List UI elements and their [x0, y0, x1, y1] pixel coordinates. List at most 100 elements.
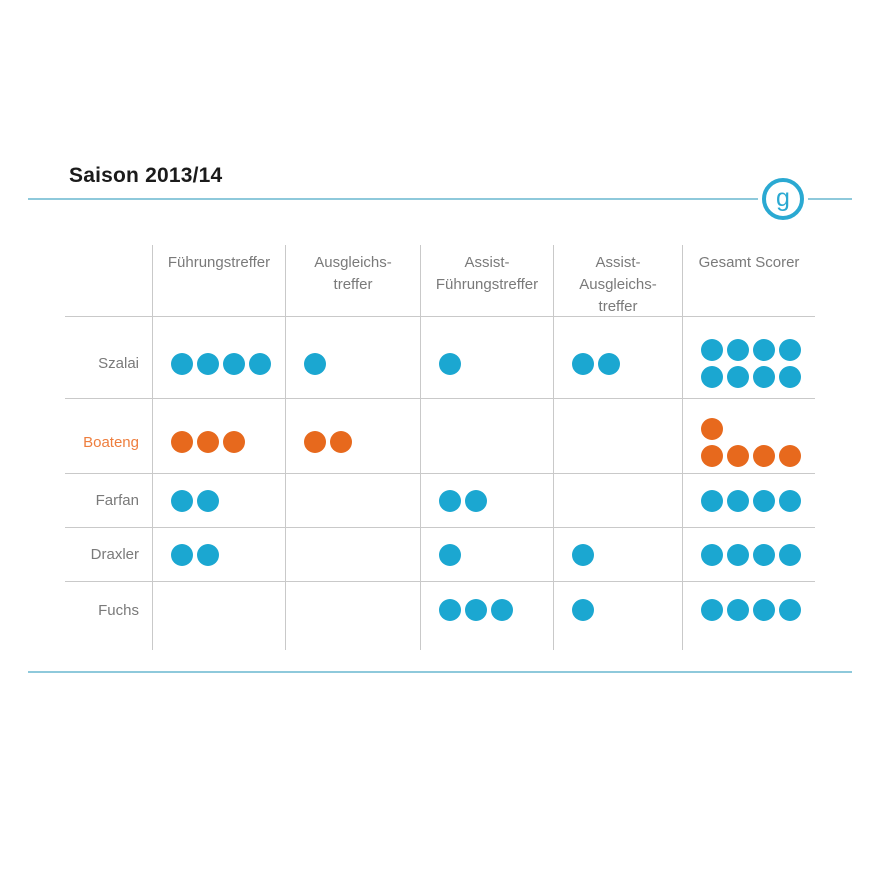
- dot-row: [171, 489, 219, 512]
- player-label: Boateng: [65, 398, 152, 473]
- dot-cell: [553, 316, 682, 398]
- blue-dot: [439, 599, 461, 621]
- dot-row: [701, 417, 723, 440]
- dot-row: [701, 444, 801, 467]
- page-title: Saison 2013/14: [69, 164, 223, 187]
- dot-row: [439, 599, 513, 621]
- dot-cell: [682, 398, 815, 473]
- column-header-gesamt-scorer: Gesamt Scorer: [682, 245, 815, 316]
- blue-dot: [753, 543, 775, 566]
- orange-dot: [753, 444, 775, 467]
- blue-dot: [171, 352, 193, 375]
- corner-cell: [65, 245, 152, 316]
- dot-row: [304, 352, 326, 375]
- blue-dot: [439, 352, 461, 375]
- dot-cell: [553, 473, 682, 527]
- orange-dot: [330, 431, 352, 453]
- dot-row: [171, 431, 245, 453]
- dot-cell: [553, 398, 682, 473]
- blue-dot: [439, 543, 461, 566]
- blue-dot: [572, 352, 594, 375]
- blue-dot: [701, 366, 723, 388]
- blue-dot: [779, 366, 801, 388]
- blue-dot: [439, 489, 461, 512]
- blue-dot: [572, 543, 594, 566]
- blue-dot: [779, 339, 801, 361]
- top-divider-line: [28, 198, 852, 200]
- blue-dot: [598, 352, 620, 375]
- blue-dot: [197, 489, 219, 512]
- dot-cell: [682, 581, 815, 650]
- dot-row: [572, 352, 620, 375]
- blue-dot: [753, 339, 775, 361]
- blue-dot: [779, 489, 801, 512]
- blue-dot: [701, 599, 723, 621]
- blue-dot: [465, 599, 487, 621]
- blue-dot: [701, 489, 723, 512]
- orange-dot: [197, 431, 219, 453]
- dot-row: [701, 489, 801, 512]
- dot-cell: [285, 398, 420, 473]
- dot-row: [701, 599, 801, 621]
- dot-row: [171, 543, 219, 566]
- blue-dot: [753, 599, 775, 621]
- dot-row: [439, 352, 461, 375]
- dot-cell: [285, 581, 420, 650]
- dot-cell: [285, 316, 420, 398]
- dot-row: [304, 431, 352, 453]
- dot-row: [701, 366, 801, 388]
- blue-dot: [249, 352, 271, 375]
- dot-cell: [285, 527, 420, 581]
- orange-dot: [304, 431, 326, 453]
- dot-cell: [682, 473, 815, 527]
- dot-row: [572, 543, 594, 566]
- blue-dot: [727, 366, 749, 388]
- blue-dot: [779, 543, 801, 566]
- blue-dot: [572, 599, 594, 621]
- player-label: Fuchs: [65, 581, 152, 650]
- dot-row: [439, 489, 487, 512]
- dot-row: [439, 543, 461, 566]
- blue-dot: [753, 489, 775, 512]
- blue-dot: [197, 352, 219, 375]
- orange-dot: [727, 444, 749, 467]
- dot-row: [701, 339, 801, 361]
- dot-cell: [420, 398, 553, 473]
- player-label: Farfan: [65, 473, 152, 527]
- dot-row: [572, 599, 594, 621]
- dot-cell: [682, 316, 815, 398]
- orange-dot: [779, 444, 801, 467]
- g-logo-letter: g: [776, 183, 790, 212]
- dot-cell: [420, 473, 553, 527]
- dot-cell: [420, 581, 553, 650]
- dot-row: [701, 543, 801, 566]
- g-logo-icon: g: [762, 178, 804, 220]
- dot-cell: [553, 581, 682, 650]
- blue-dot: [701, 339, 723, 361]
- pictogram-table: Führungstreffer Ausgleichs- treffer Assi…: [65, 245, 815, 650]
- orange-dot: [701, 444, 723, 467]
- blue-dot: [465, 489, 487, 512]
- dot-cell: [420, 527, 553, 581]
- column-header-assist-ausgleichstreffer: Assist- Ausgleichs- treffer: [553, 245, 682, 316]
- dot-cell: [152, 316, 285, 398]
- blue-dot: [171, 489, 193, 512]
- orange-dot: [701, 417, 723, 440]
- dot-cell: [152, 527, 285, 581]
- column-header-ausgleichstreffer: Ausgleichs- treffer: [285, 245, 420, 316]
- blue-dot: [753, 366, 775, 388]
- dot-cell: [152, 473, 285, 527]
- blue-dot: [701, 543, 723, 566]
- dot-cell: [420, 316, 553, 398]
- column-header-fuehrungstreffer: Führungstreffer: [152, 245, 285, 316]
- dot-cell: [152, 398, 285, 473]
- dot-cell: [682, 527, 815, 581]
- column-header-assist-fuehrungstreffer: Assist- Führungstreffer: [420, 245, 553, 316]
- player-label: Draxler: [65, 527, 152, 581]
- orange-dot: [171, 431, 193, 453]
- blue-dot: [727, 599, 749, 621]
- bottom-divider-line: [28, 671, 852, 673]
- blue-dot: [171, 543, 193, 566]
- dot-cell: [285, 473, 420, 527]
